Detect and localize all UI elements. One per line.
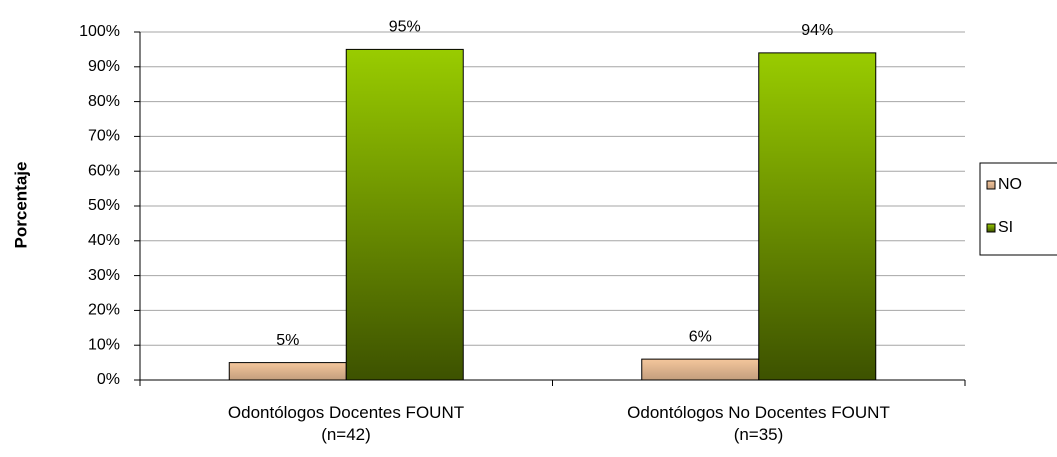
x-tick-label: Odontólogos No Docentes FOUNT (n=35) — [627, 403, 890, 444]
data-label: 6% — [689, 328, 712, 345]
y-tick-label: 0% — [97, 371, 120, 388]
y-axis-label: Porcentaje — [11, 162, 30, 249]
legend-swatch — [986, 180, 996, 190]
data-label: 95% — [389, 19, 421, 36]
legend-label: SI — [998, 219, 1013, 236]
x-tick-label: Odontólogos Docentes FOUNT (n=42) — [227, 403, 465, 444]
y-tick-label: 20% — [88, 302, 120, 319]
bar — [758, 52, 877, 381]
y-tick-label: 10% — [88, 336, 120, 353]
bar — [228, 362, 347, 381]
legend-label: NO — [998, 176, 1022, 193]
y-tick-label: 90% — [88, 58, 120, 75]
y-tick-label: 80% — [88, 93, 120, 110]
y-tick-label: 60% — [88, 162, 120, 179]
legend-box — [979, 162, 1057, 256]
y-tick-label: 50% — [88, 197, 120, 214]
y-tick-label: 100% — [79, 23, 120, 40]
data-label: 5% — [276, 332, 299, 349]
bar — [641, 358, 760, 381]
bar — [345, 48, 464, 381]
y-tick-label: 40% — [88, 232, 120, 249]
y-tick-label: 30% — [88, 267, 120, 284]
data-label: 94% — [801, 22, 833, 39]
y-tick-label: 70% — [88, 128, 120, 145]
legend-swatch — [986, 223, 996, 233]
